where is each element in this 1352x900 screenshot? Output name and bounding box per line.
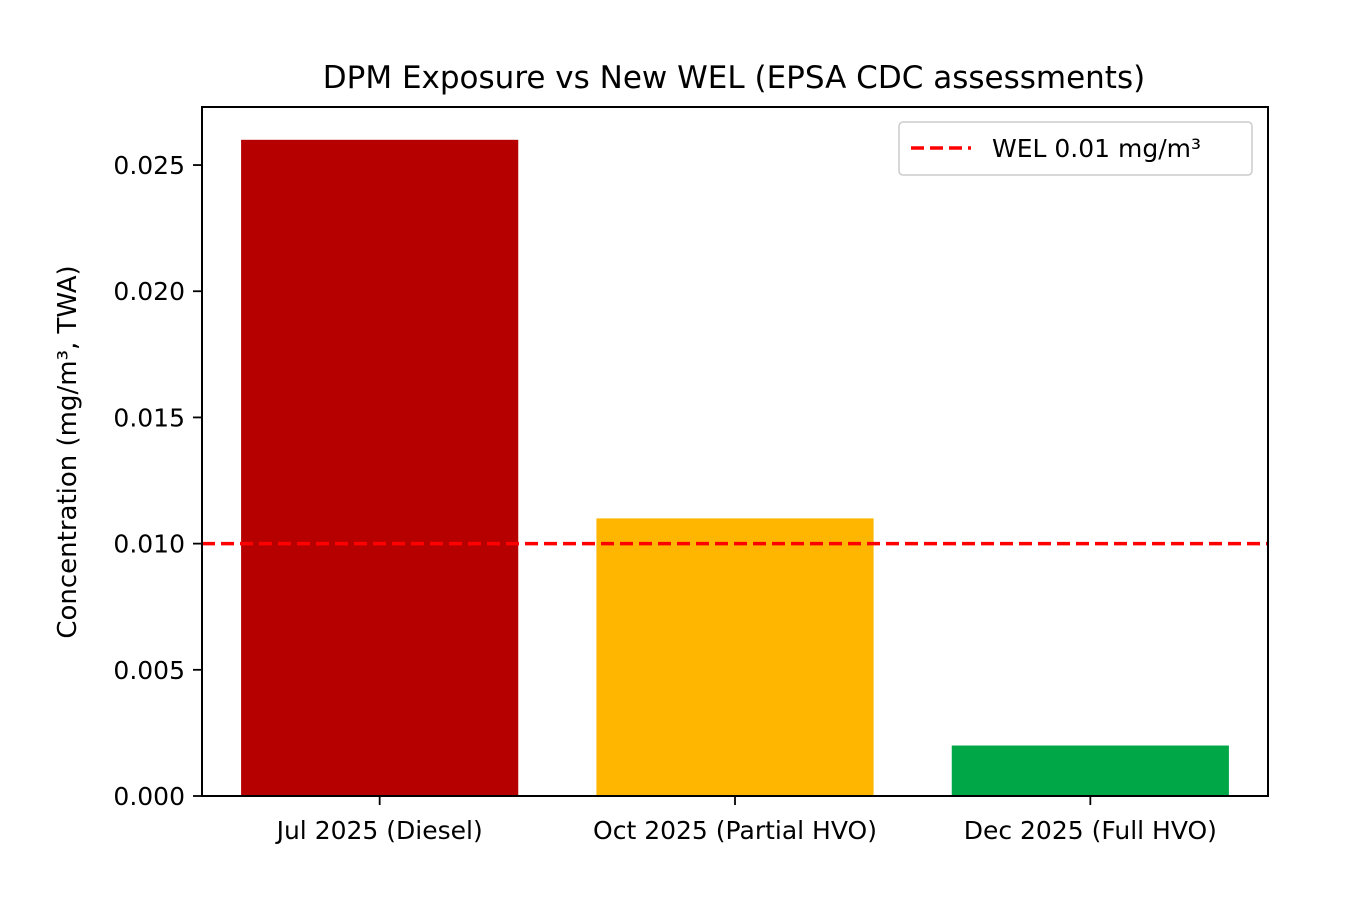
- bar-0: [241, 139, 519, 797]
- y-axis: 0.000 0.005 0.010 0.015 0.020 0.025: [113, 151, 202, 811]
- y-tick-label-0: 0.000: [113, 782, 185, 811]
- bar-group: [241, 139, 1229, 797]
- y-tick-label-1: 0.005: [113, 656, 185, 685]
- y-axis-label: Concentration (mg/m³, TWA): [53, 265, 83, 638]
- legend-box: [898, 121, 1253, 176]
- x-tick-label-0: Jul 2025 (Diesel): [275, 816, 483, 845]
- y-tick-label-4: 0.020: [113, 277, 185, 306]
- bar-1: [596, 518, 874, 796]
- y-tick-label-5: 0.025: [113, 151, 185, 180]
- chart-title: DPM Exposure vs New WEL (EPSA CDC assess…: [323, 60, 1145, 96]
- legend: WEL 0.01 mg/m³: [898, 121, 1253, 176]
- x-tick-label-1: Oct 2025 (Partial HVO): [593, 816, 877, 845]
- x-axis: Jul 2025 (Diesel) Oct 2025 (Partial HVO) D…: [275, 796, 1217, 845]
- bar-2: [951, 745, 1229, 796]
- y-tick-label-2: 0.010: [113, 530, 185, 559]
- legend-label-wel: WEL 0.01 mg/m³: [992, 134, 1201, 163]
- x-tick-label-2: Dec 2025 (Full HVO): [964, 816, 1217, 845]
- y-tick-label-3: 0.015: [113, 403, 185, 432]
